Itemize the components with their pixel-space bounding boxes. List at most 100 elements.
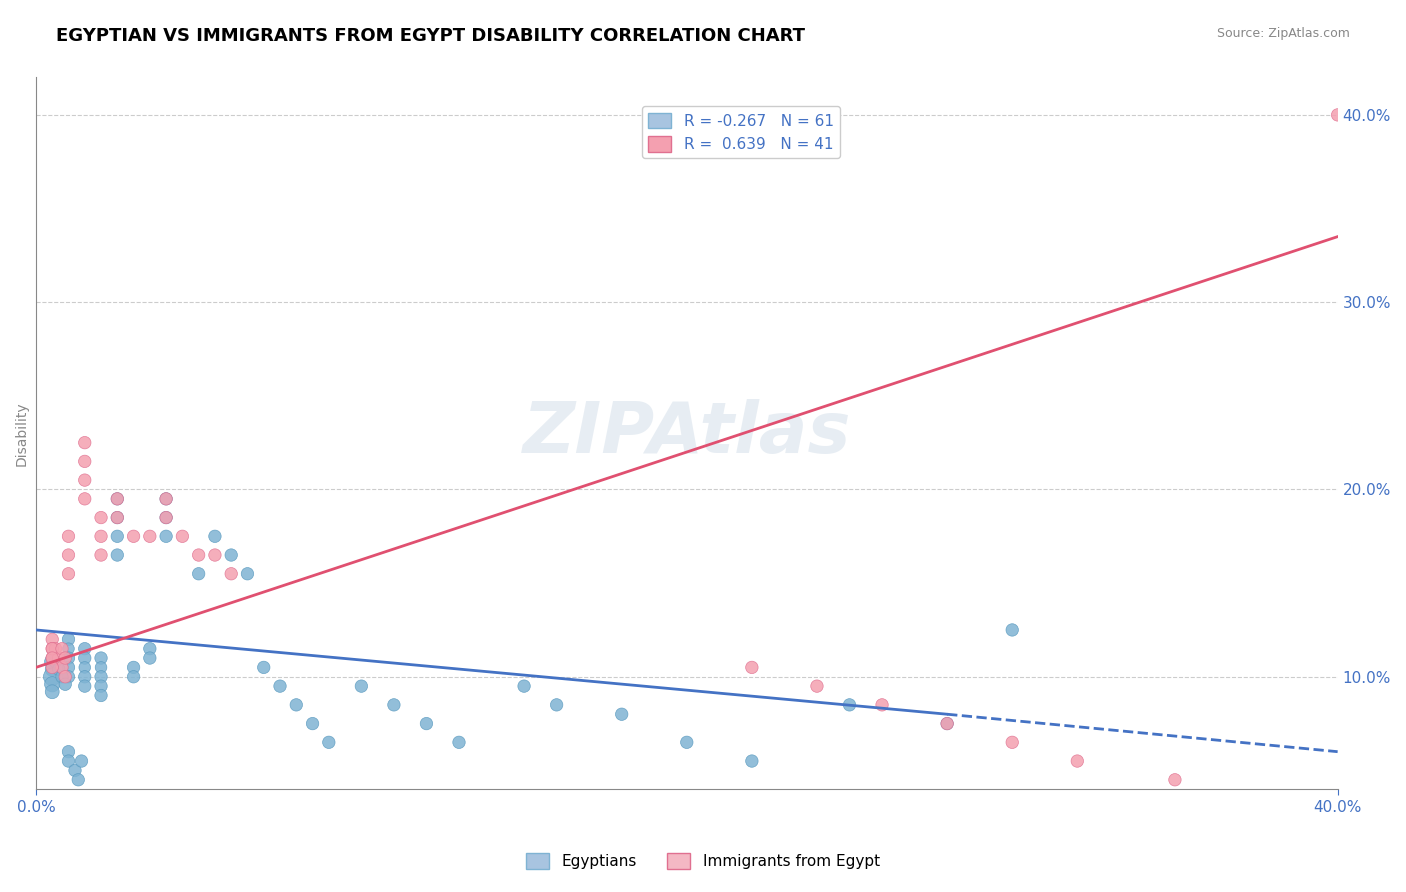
Point xyxy=(58,651,80,665)
Point xyxy=(105,491,128,506)
Point xyxy=(350,679,373,693)
Point xyxy=(41,641,63,656)
Point xyxy=(73,473,96,487)
Point xyxy=(105,529,128,543)
Point xyxy=(53,677,76,691)
Point xyxy=(1001,623,1024,637)
Legend: Egyptians, Immigrants from Egypt: Egyptians, Immigrants from Egypt xyxy=(520,847,886,875)
Point xyxy=(41,660,63,674)
Point xyxy=(58,641,80,656)
Y-axis label: Disability: Disability xyxy=(15,401,30,466)
Point xyxy=(41,651,63,665)
Point xyxy=(155,510,177,524)
Point xyxy=(155,491,177,506)
Point xyxy=(51,641,73,656)
Point xyxy=(90,651,112,665)
Point xyxy=(1164,772,1187,787)
Point xyxy=(41,670,63,684)
Point xyxy=(187,566,209,581)
Point xyxy=(155,491,177,506)
Point xyxy=(513,679,536,693)
Point xyxy=(58,566,80,581)
Point xyxy=(67,772,90,787)
Point xyxy=(318,735,340,749)
Point xyxy=(73,651,96,665)
Point xyxy=(155,529,177,543)
Point xyxy=(58,660,80,674)
Point xyxy=(269,679,291,693)
Point xyxy=(546,698,568,712)
Point xyxy=(41,662,63,676)
Point xyxy=(73,435,96,450)
Point xyxy=(105,548,128,562)
Point xyxy=(48,662,70,676)
Point xyxy=(1066,754,1088,768)
Point xyxy=(44,655,66,669)
Point xyxy=(90,679,112,693)
Point xyxy=(1261,791,1284,805)
Point xyxy=(58,548,80,562)
Point xyxy=(870,698,893,712)
Point xyxy=(73,670,96,684)
Point xyxy=(139,651,162,665)
Point xyxy=(41,651,63,665)
Point xyxy=(53,651,76,665)
Point xyxy=(172,529,194,543)
Point xyxy=(73,454,96,468)
Point xyxy=(122,660,145,674)
Point xyxy=(58,529,80,543)
Point xyxy=(936,716,959,731)
Point xyxy=(105,510,128,524)
Text: ZIPAtlas: ZIPAtlas xyxy=(523,399,851,467)
Point xyxy=(1326,108,1348,122)
Point xyxy=(447,735,470,749)
Point xyxy=(122,529,145,543)
Point xyxy=(73,641,96,656)
Point xyxy=(90,689,112,703)
Point xyxy=(90,670,112,684)
Point xyxy=(105,491,128,506)
Point xyxy=(51,670,73,684)
Point xyxy=(219,566,242,581)
Point xyxy=(41,685,63,699)
Point xyxy=(675,735,697,749)
Point xyxy=(90,510,112,524)
Point xyxy=(58,670,80,684)
Point xyxy=(122,670,145,684)
Point xyxy=(51,660,73,674)
Point xyxy=(204,529,226,543)
Point xyxy=(741,754,763,768)
Point xyxy=(73,679,96,693)
Point xyxy=(63,764,86,778)
Point xyxy=(415,716,437,731)
Point xyxy=(73,660,96,674)
Point xyxy=(838,698,860,712)
Point xyxy=(285,698,308,712)
Point xyxy=(58,745,80,759)
Point xyxy=(58,754,80,768)
Point xyxy=(90,660,112,674)
Text: Source: ZipAtlas.com: Source: ZipAtlas.com xyxy=(1216,27,1350,40)
Legend: R = -0.267   N = 61, R =  0.639   N = 41: R = -0.267 N = 61, R = 0.639 N = 41 xyxy=(643,106,839,158)
Point xyxy=(301,716,323,731)
Point xyxy=(219,548,242,562)
Text: EGYPTIAN VS IMMIGRANTS FROM EGYPT DISABILITY CORRELATION CHART: EGYPTIAN VS IMMIGRANTS FROM EGYPT DISABI… xyxy=(56,27,806,45)
Point xyxy=(41,641,63,656)
Point xyxy=(187,548,209,562)
Point xyxy=(139,641,162,656)
Point xyxy=(204,548,226,562)
Point xyxy=(253,660,276,674)
Point xyxy=(41,677,63,691)
Point xyxy=(741,660,763,674)
Point xyxy=(41,655,63,669)
Point xyxy=(1001,735,1024,749)
Point xyxy=(236,566,259,581)
Point xyxy=(70,754,93,768)
Point xyxy=(44,641,66,656)
Point xyxy=(139,529,162,543)
Point xyxy=(53,670,76,684)
Point xyxy=(105,510,128,524)
Point xyxy=(48,651,70,665)
Point xyxy=(58,632,80,647)
Point xyxy=(90,529,112,543)
